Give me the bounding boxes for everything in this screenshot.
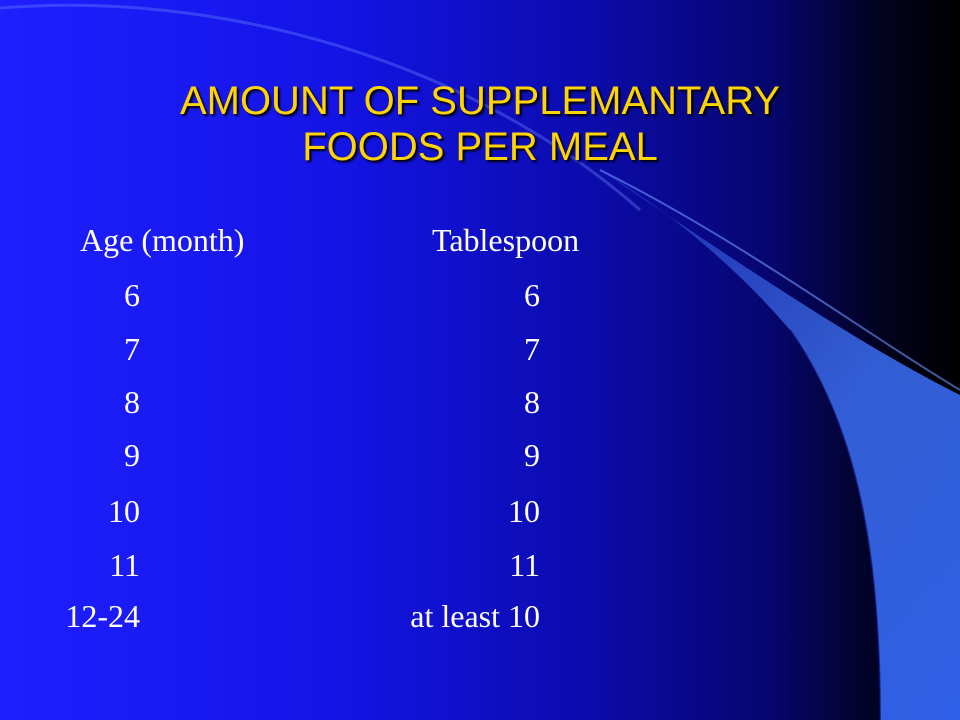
- age-cell: 7: [124, 331, 140, 367]
- title-line-2: FOODS PER MEAL: [302, 125, 658, 169]
- table-row: 8 8: [0, 384, 960, 420]
- age-cell: 10: [108, 493, 140, 529]
- tablespoon-cell: 11: [509, 547, 540, 583]
- tablespoon-cell: at least 10: [410, 598, 540, 634]
- table-row: 7 7: [0, 331, 960, 367]
- tablespoon-cell: 6: [524, 277, 540, 313]
- column-header-tablespoon: Tablespoon: [432, 222, 580, 258]
- age-cell: 8: [124, 384, 140, 420]
- tablespoon-cell: 9: [524, 437, 540, 473]
- table-row: 9 9: [0, 437, 960, 473]
- age-cell: 12-24: [65, 598, 140, 634]
- tablespoon-cell: 8: [524, 384, 540, 420]
- table-row: 12-24 at least 10: [0, 598, 960, 634]
- age-cell: 6: [124, 277, 140, 313]
- tablespoon-cell: 7: [524, 331, 540, 367]
- tablespoon-cell: 10: [508, 493, 540, 529]
- table-row: 11 11: [0, 547, 960, 583]
- title-line-1: AMOUNT OF SUPPLEMANTARY: [179, 79, 781, 123]
- slide-title: AMOUNT OF SUPPLEMANTARY FOODS PER MEAL: [0, 78, 960, 170]
- age-cell: 11: [109, 547, 140, 583]
- column-header-age: Age (month): [80, 222, 245, 258]
- age-cell: 9: [124, 437, 140, 473]
- table-row: 6 6: [0, 277, 960, 313]
- table-row: 10 10: [0, 493, 960, 529]
